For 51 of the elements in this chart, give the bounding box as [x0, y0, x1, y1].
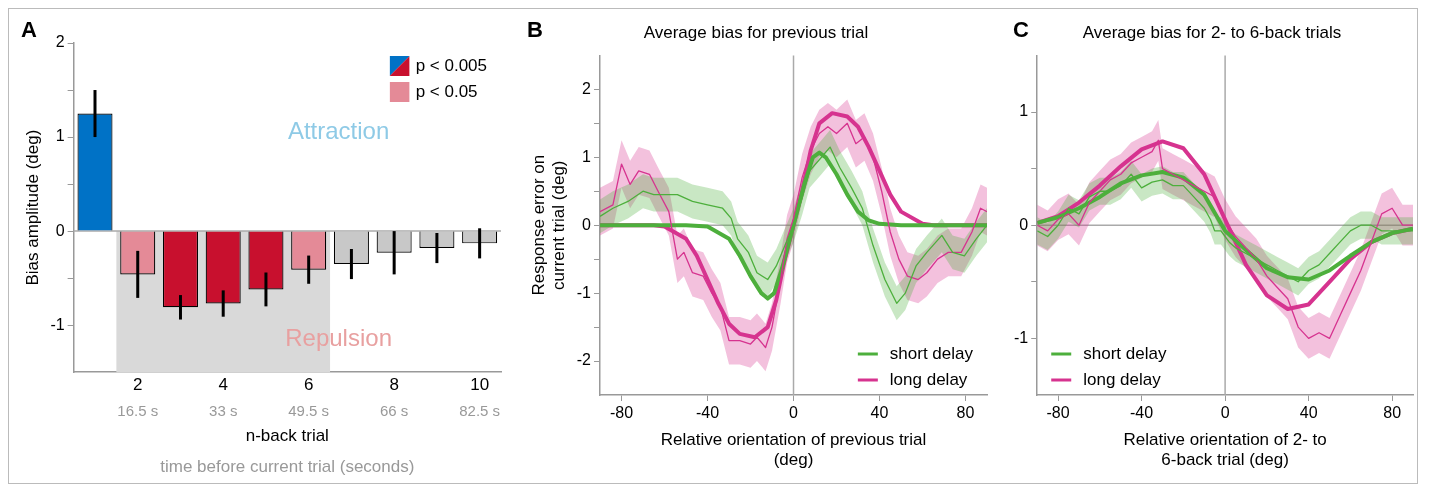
y-tick-label: 1: [582, 147, 592, 165]
y-tick-label: 1: [1019, 102, 1029, 120]
legend-label: long delay: [1083, 369, 1162, 389]
y-tick-label: -1: [50, 315, 65, 333]
legend-label: short delay: [889, 343, 974, 363]
x-tick-label: 80: [956, 404, 975, 422]
y-tick-label: 2: [55, 33, 65, 51]
y-tick-label: -1: [1013, 328, 1029, 346]
y-tick-label: -1: [576, 283, 592, 301]
y-tick-label: -2: [576, 351, 592, 369]
text: 82.5 s: [459, 402, 501, 420]
x-tick-label: 40: [870, 404, 889, 422]
x-tick-label: 0: [789, 404, 799, 422]
text: C: [1013, 17, 1029, 43]
y-tick-label: 1: [55, 127, 65, 145]
chart-title: Average bias for previous trial: [643, 22, 869, 42]
x-tick-label: 8: [389, 375, 399, 395]
text: 33 s: [209, 402, 238, 420]
y-tick-label: 2: [582, 79, 592, 97]
y-tick-label: 0: [1019, 215, 1029, 233]
x-tick-label: -80: [1046, 404, 1070, 422]
legend-label: p < 0.005: [415, 55, 487, 75]
y-axis-title: Bias amplitude (deg): [22, 129, 42, 286]
x-axis-title: Relative orientation of previous trial (deg): [660, 430, 927, 470]
x-tick-label: 40: [1299, 404, 1318, 422]
y-tick-label: 0: [55, 221, 65, 239]
annotation: Attraction: [287, 116, 390, 144]
chart-title: Average bias for 2- to 6-back trials: [1082, 22, 1342, 42]
x-tick-label: -80: [609, 404, 634, 422]
legend-label: long delay: [889, 369, 968, 389]
x-tick-label: 4: [218, 375, 228, 395]
text: 66 s: [379, 402, 409, 420]
text: 16.5 s: [117, 402, 159, 420]
x-tick-label: -40: [695, 404, 720, 422]
y-tick-label: 0: [582, 215, 592, 233]
text: 49.5 s: [288, 402, 330, 420]
x-tick-label: 0: [1220, 404, 1230, 422]
text: time before current trial (seconds): [160, 456, 415, 476]
legend-label: p < 0.05: [415, 81, 478, 101]
x-tick-label: 80: [1383, 404, 1402, 422]
y-axis-title: Response error on current trial (deg): [528, 154, 569, 296]
x-tick-label: 10: [470, 375, 490, 395]
text: B: [527, 17, 543, 43]
x-tick-label: 6: [303, 375, 314, 395]
x-tick-label: 2: [133, 375, 143, 395]
legend-label: short delay: [1083, 343, 1167, 363]
x-tick-label: -40: [1130, 404, 1154, 422]
annotation: Repulsion: [285, 323, 392, 351]
x-axis-title: n-back trial: [245, 426, 329, 446]
x-axis-title: Relative orientation of 2- to 6-back trial (deg): [1123, 430, 1327, 470]
text: A: [21, 17, 37, 43]
